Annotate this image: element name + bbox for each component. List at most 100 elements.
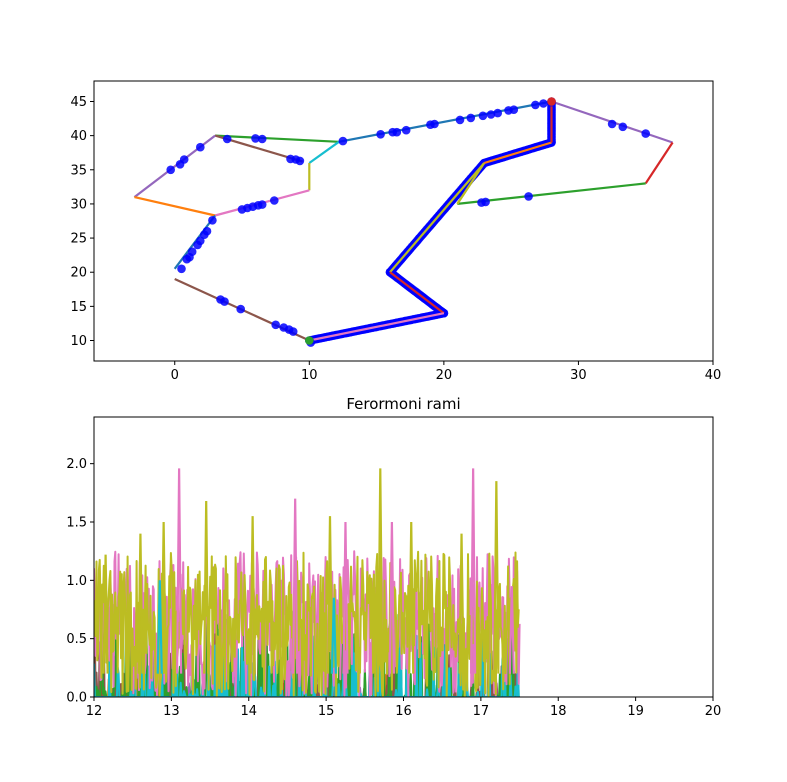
node-35 xyxy=(237,205,247,214)
node-44 xyxy=(177,264,186,274)
node-11 xyxy=(466,113,476,123)
y-tick-label: 30 xyxy=(70,197,87,212)
node-3 xyxy=(338,136,348,146)
x-tick-label: 30 xyxy=(570,368,587,383)
node-18 xyxy=(539,99,548,108)
node-22 xyxy=(641,129,650,138)
pheromone-peak-9 xyxy=(249,516,256,674)
pheromone-peak-4 xyxy=(203,500,210,674)
node-12 xyxy=(478,111,488,121)
best-edge-5 xyxy=(309,312,445,342)
x-tick-label: 15 xyxy=(318,704,335,719)
pheromone-peak-10 xyxy=(326,516,334,674)
y-tick-label: 0.0 xyxy=(66,691,87,706)
node-7 xyxy=(401,125,411,135)
x-tick-label: 16 xyxy=(395,704,412,719)
pheromone-peak-12 xyxy=(102,554,109,674)
y-tick-label: 40 xyxy=(70,129,87,144)
endpoint-marker-1 xyxy=(305,336,314,345)
network-x-axis: 0 10 20 30 40 xyxy=(171,361,722,383)
node-17 xyxy=(531,100,540,110)
node-30 xyxy=(270,196,279,205)
node-2 xyxy=(257,134,267,144)
y-tick-label: 35 xyxy=(70,163,87,178)
node-46 xyxy=(220,297,229,306)
node-48 xyxy=(271,320,281,330)
best-edge-4 xyxy=(389,271,445,315)
y-tick-label: 25 xyxy=(70,232,87,247)
pheromone-peak-3 xyxy=(292,498,299,674)
pheromone-peak-14 xyxy=(458,533,465,674)
edge-6 xyxy=(134,196,216,217)
node-47 xyxy=(236,304,245,314)
x-tick-label: 10 xyxy=(301,368,318,383)
pheromone-y-axis: 0.0 0.5 1.0 1.5 2.0 xyxy=(66,457,94,706)
y-tick-label: 0.5 xyxy=(66,632,87,647)
pheromone-peak-11 xyxy=(408,521,415,674)
pheromone-peak-16 xyxy=(330,597,337,674)
node-6 xyxy=(392,127,402,137)
node-14 xyxy=(493,108,503,118)
node-16 xyxy=(509,105,519,114)
node-4 xyxy=(376,130,385,139)
y-tick-label: 10 xyxy=(70,334,87,349)
pheromone-series-5 xyxy=(94,632,520,697)
edge-0 xyxy=(215,134,339,143)
pheromone-series xyxy=(94,468,521,697)
node-10 xyxy=(455,115,465,125)
node-21 xyxy=(618,122,628,132)
endpoint-marker-0 xyxy=(547,97,556,106)
node-1 xyxy=(251,134,260,143)
pheromone-peak-5 xyxy=(493,481,500,674)
best-edge-1 xyxy=(483,141,552,165)
edge-11 xyxy=(644,141,674,185)
pheromone-peak-6 xyxy=(342,521,349,674)
network-plot-frame xyxy=(93,80,714,362)
pheromone-peak-2 xyxy=(470,468,477,674)
y-tick-label: 1.5 xyxy=(66,516,87,531)
x-tick-label: 13 xyxy=(163,704,180,719)
x-tick-label: 0 xyxy=(171,368,179,383)
x-tick-label: 40 xyxy=(705,368,722,383)
network-nodes xyxy=(166,97,650,347)
pheromone-peak-1 xyxy=(377,468,384,674)
node-55 xyxy=(524,192,533,201)
x-tick-label: 18 xyxy=(550,704,567,719)
pheromone-peak-7 xyxy=(388,521,395,674)
x-tick-label: 19 xyxy=(627,704,644,719)
y-tick-label: 2.0 xyxy=(66,457,87,472)
pheromone-plot-title: Ferormoni rami xyxy=(346,395,460,413)
pheromone-plot: Ferormoni rami 12 13 14 15 16 17 18 19 20 0.0 0.5… xyxy=(66,395,721,719)
pheromone-x-axis: 12 13 14 15 16 17 18 19 20 xyxy=(86,697,721,719)
network-plot: 0 10 20 30 40 10 15 20 25 30 35 40 45 xyxy=(70,80,722,383)
best-edge-3 xyxy=(389,162,486,273)
pheromone-peak-17 xyxy=(156,580,163,674)
node-20 xyxy=(607,119,617,129)
pheromone-peak-13 xyxy=(137,533,144,674)
node-13 xyxy=(486,110,496,119)
pheromone-peak-8 xyxy=(160,521,167,674)
node-54 xyxy=(481,197,490,207)
x-tick-label: 17 xyxy=(473,704,490,719)
y-tick-label: 20 xyxy=(70,266,87,281)
pheromone-peak-15 xyxy=(508,586,515,674)
x-tick-label: 20 xyxy=(436,368,453,383)
pheromone-peak-0 xyxy=(176,468,183,674)
node-36 xyxy=(208,216,217,225)
node-0 xyxy=(222,134,232,144)
node-38 xyxy=(200,230,209,239)
edge-2 xyxy=(308,140,340,164)
node-23 xyxy=(196,142,205,152)
y-tick-label: 45 xyxy=(70,95,87,110)
node-51 xyxy=(288,327,298,336)
network-y-axis: 10 15 20 25 30 35 40 45 xyxy=(70,95,94,349)
x-tick-label: 12 xyxy=(86,704,103,719)
node-29 xyxy=(295,156,305,166)
y-tick-label: 1.0 xyxy=(66,574,87,589)
x-tick-label: 14 xyxy=(240,704,257,719)
node-9 xyxy=(430,119,439,129)
node-26 xyxy=(166,165,175,175)
node-43 xyxy=(182,254,192,264)
node-40 xyxy=(193,240,202,250)
